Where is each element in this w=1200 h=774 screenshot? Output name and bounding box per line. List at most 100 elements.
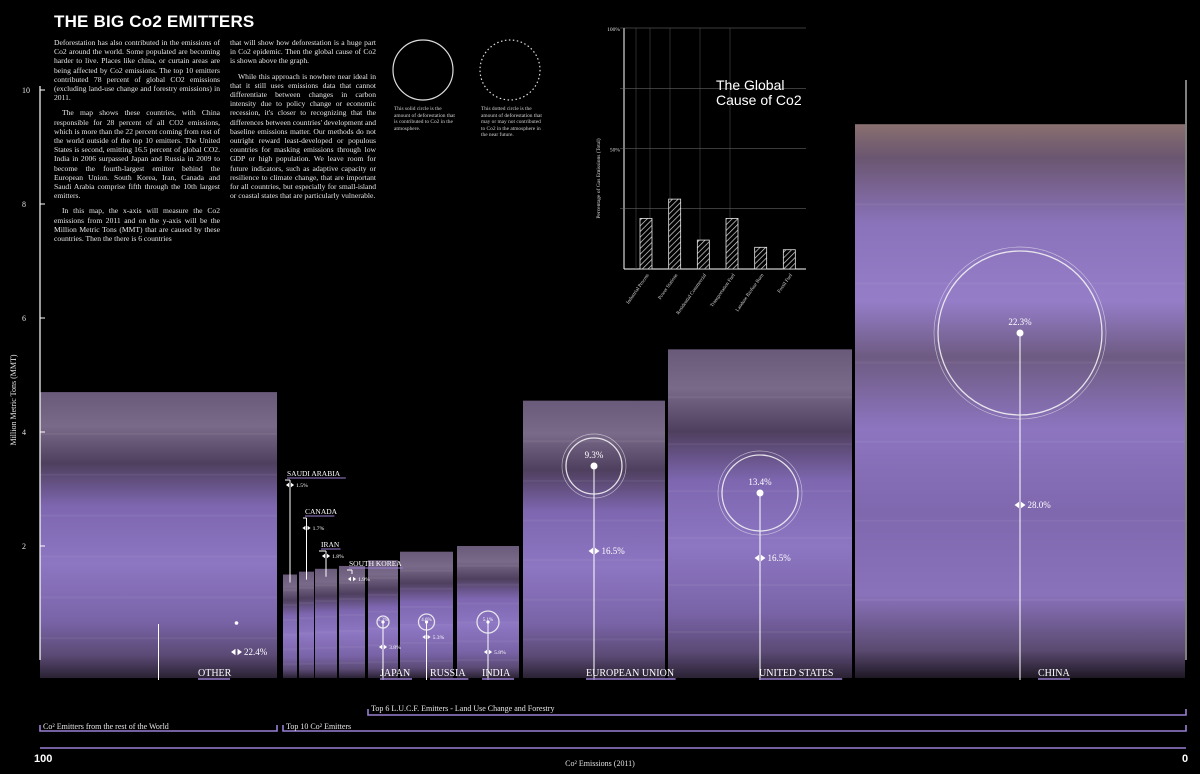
share-arrow-left <box>347 576 351 582</box>
share-label: 16.5% <box>767 553 791 563</box>
group-label: Top 6 L.U.C.F. Emitters - Land Use Chang… <box>371 704 554 713</box>
share-arrow-left <box>422 634 426 640</box>
share-arrow-left <box>285 482 289 488</box>
paragraph: The map shows these countries, with Chin… <box>54 108 220 201</box>
deforestation-circle <box>565 437 623 495</box>
share-label: 5.8% <box>494 650 506 656</box>
share-arrow-left <box>483 649 487 655</box>
share-label: 1.5% <box>296 483 308 489</box>
share-label: 22.4% <box>244 647 268 657</box>
paragraph: While this approach is nowhere near idea… <box>230 71 376 201</box>
bar-texture-band <box>283 648 297 651</box>
bar-iran <box>315 568 337 678</box>
bar-texture-band <box>315 646 337 649</box>
country-label: EUROPEAN UNION <box>586 668 674 679</box>
bar-texture-band <box>299 586 314 589</box>
deforestation-label: 9.3% <box>585 450 604 460</box>
bar-texture-band <box>283 633 297 636</box>
inset-category-label: Fossil Fuel <box>777 273 794 294</box>
deforestation-center-dot <box>381 620 385 624</box>
share-arrow-left <box>302 525 306 531</box>
country-label: SOUTH KOREA <box>349 559 402 568</box>
group-bracket <box>367 709 1187 716</box>
country-label: INDIA <box>482 668 511 679</box>
bar-texture-band <box>400 569 453 572</box>
bar-texture-band <box>668 396 852 399</box>
intro-column-2: that will show how deforestation is a hu… <box>230 38 376 206</box>
group-label: Co² Emitters from the rest of the World <box>43 722 169 731</box>
share-arrow-left <box>378 644 382 650</box>
country-label: JAPAN <box>380 668 410 679</box>
bar-texture-band <box>339 645 365 648</box>
bar-texture-band <box>315 584 337 587</box>
annotations: OTHER 22.4% SAUDI ARABIA 1.5% CANADA 1.7% IRAN… <box>158 246 1107 680</box>
inset-category-label: Landuse Biofuse Burn <box>735 273 765 313</box>
bar-texture-band <box>457 564 519 567</box>
share-arrow-right <box>595 547 600 555</box>
country-label: SAUDI ARABIA <box>287 469 341 478</box>
bar-texture-band <box>283 604 297 607</box>
dotted-circle-sample <box>479 39 541 101</box>
bar-texture-band <box>339 629 365 632</box>
share-arrow-right <box>761 554 766 562</box>
y-tick-label: 6 <box>22 314 26 323</box>
deforestation-center-dot <box>590 462 598 470</box>
bar-texture-band <box>40 555 277 558</box>
deforestation-circle <box>376 615 390 629</box>
inset-category-label: Transportation Fuel <box>710 273 737 309</box>
share-arrow-left <box>588 547 593 555</box>
bar-texture-band <box>299 647 314 650</box>
country-label: CANADA <box>305 507 338 516</box>
bar-texture-band <box>523 440 665 443</box>
share-arrow-left <box>321 553 325 559</box>
solid-circle-sample <box>392 39 454 101</box>
bar-texture-band <box>40 432 277 435</box>
bar-texture-band <box>457 602 519 605</box>
bar-texture-band <box>299 617 314 620</box>
country-label: OTHER <box>198 668 232 679</box>
y-tick-label: 2 <box>22 542 26 551</box>
bar-texture-band <box>40 473 277 476</box>
share-label: 1.8% <box>332 554 344 560</box>
inset-bar <box>696 239 710 270</box>
share-arrow-left <box>1014 501 1019 509</box>
bar-texture-band <box>400 587 453 590</box>
bar-south-korea <box>339 565 365 678</box>
bar-texture-band <box>368 577 398 580</box>
inset-bar <box>668 198 682 270</box>
deforestation-circle-outer <box>933 246 1107 420</box>
dotted-circle-caption: This dotted circle is the amount of defo… <box>481 106 542 139</box>
share-arrow-right <box>353 576 357 582</box>
x-axis-start: 100 <box>34 753 53 765</box>
share-arrow-right <box>237 648 242 656</box>
deforestation-label: 22.3% <box>1008 317 1032 327</box>
y-tick-label: 10 <box>22 86 30 95</box>
y-tick-label: 4 <box>22 428 26 437</box>
bar-texture-band <box>339 613 365 616</box>
share-label: 5.3% <box>433 635 445 641</box>
deforestation-center-dot <box>486 620 490 624</box>
bar-texture-band <box>40 596 277 599</box>
bar-texture-band <box>668 443 852 446</box>
intro-column-1: Deforestation has also contributed in th… <box>54 38 220 249</box>
bar-canada <box>299 571 314 678</box>
paragraph: that will show how deforestation is a hu… <box>230 38 376 66</box>
deforestation-label: 1.3% <box>378 618 388 623</box>
inset-bar <box>782 249 796 270</box>
solid-circle-caption: This solid circle is the amount of defor… <box>394 106 455 132</box>
x-axis-label: Co² Emissions (2011) <box>565 759 635 768</box>
inset-tick-label: 50% <box>610 148 621 154</box>
inset-category-label: Power Stations <box>658 273 679 301</box>
bar-texture-band <box>299 632 314 635</box>
share-label: 28.0% <box>1027 500 1051 510</box>
bar-texture-band <box>400 605 453 608</box>
bar-texture-band <box>40 514 277 517</box>
share-arrow-right <box>1021 501 1026 509</box>
share-label: 1.9% <box>358 577 370 583</box>
inset-chart-title: The Global Cause of Co2 <box>716 77 802 108</box>
share-arrow-left <box>231 648 236 656</box>
y-axis-label: Million Metric Tons (MMT) <box>9 354 18 446</box>
country-label: RUSSIA <box>430 668 466 679</box>
share-arrow-left <box>754 554 759 562</box>
